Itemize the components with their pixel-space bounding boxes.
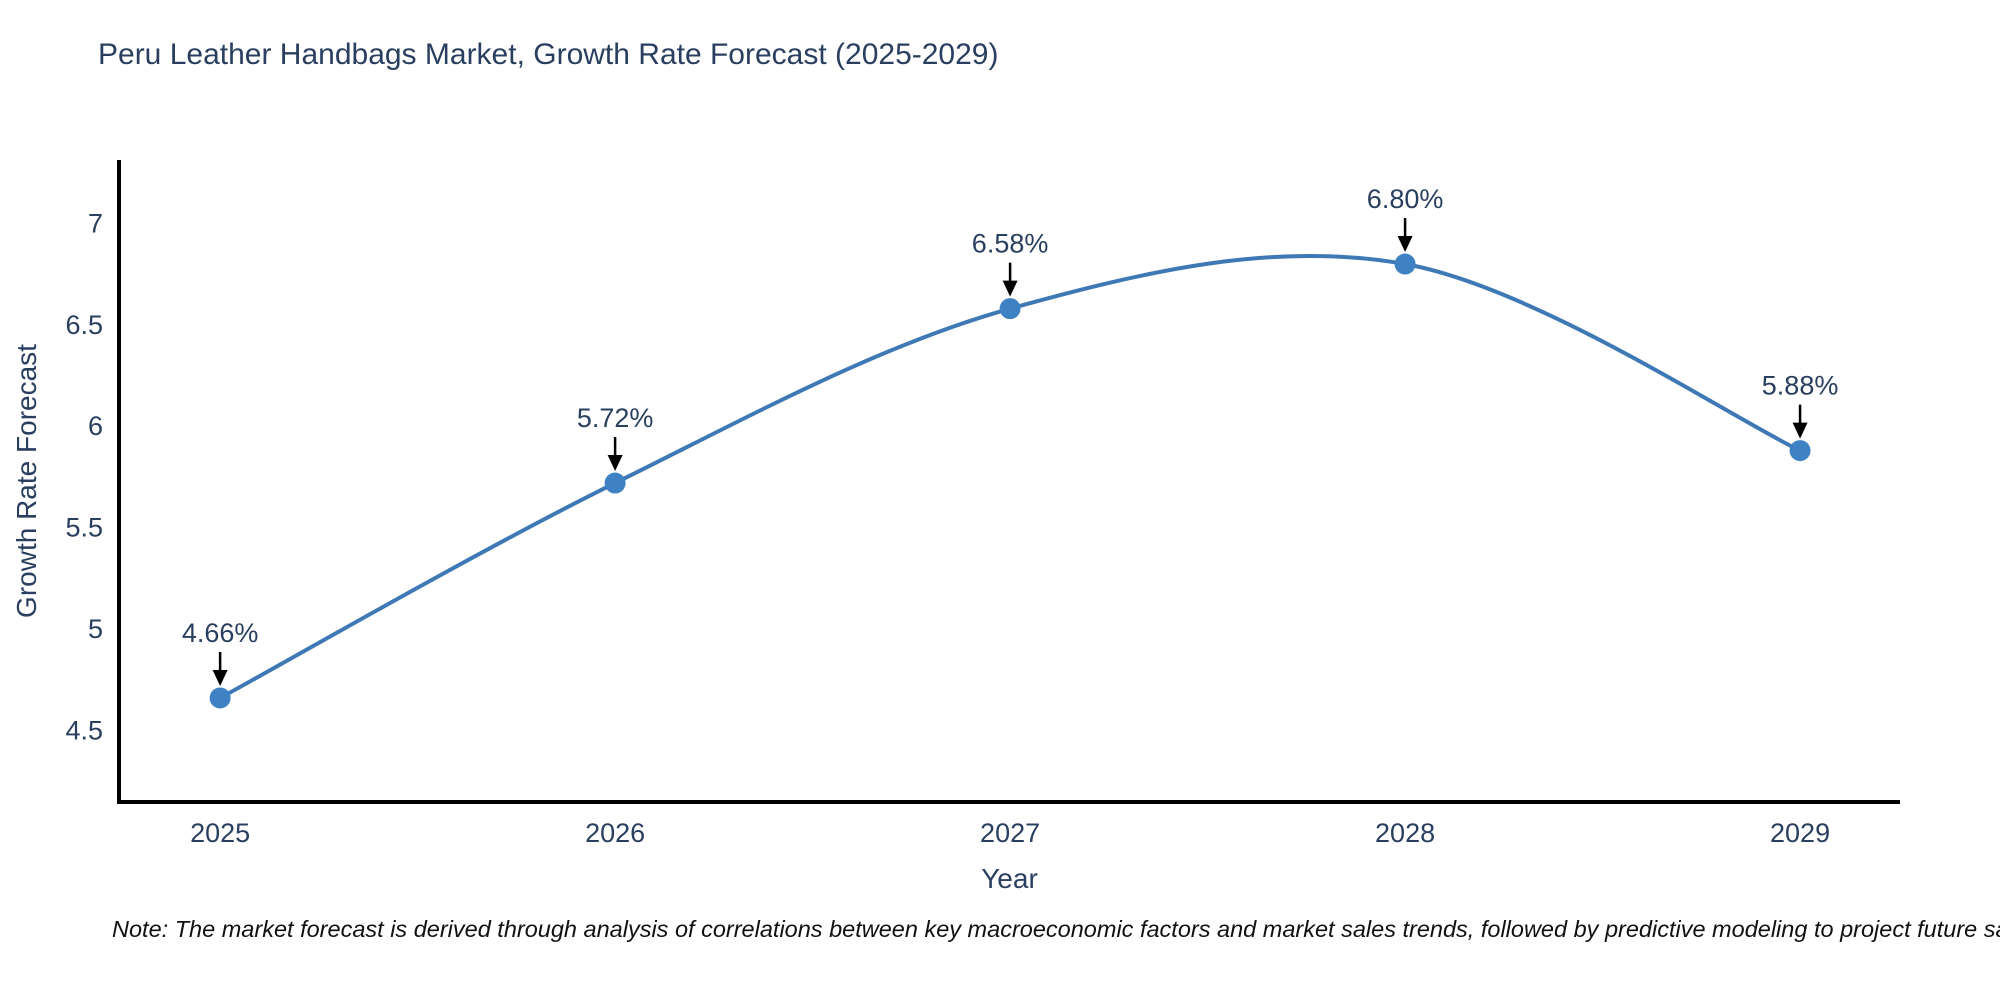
x-tick-label: 2027 (980, 818, 1040, 848)
y-tick-label: 5.5 (65, 513, 103, 543)
point-value-label: 6.58% (972, 229, 1049, 259)
x-axis-title: Year (981, 863, 1038, 894)
y-tick-label: 6 (88, 411, 103, 441)
annotation-arrowhead (212, 669, 228, 686)
y-tick-label: 6.5 (65, 310, 103, 340)
annotation-arrowhead (607, 455, 623, 472)
y-tick-label: 7 (88, 208, 103, 238)
point-value-label: 6.80% (1367, 184, 1444, 214)
data-point (604, 472, 626, 494)
annotation-arrowhead (1002, 280, 1018, 297)
x-tick-label: 2029 (1770, 818, 1830, 848)
x-tick-label: 2028 (1375, 818, 1435, 848)
data-point (1394, 253, 1416, 275)
data-point (209, 687, 231, 709)
annotation-arrowhead (1792, 422, 1808, 439)
growth-rate-forecast-line-chart: 4.5 5 5.5 6 6.5 7 2025 2026 2027 2028 2029 Year Grow… (11, 160, 1900, 894)
chart-title: Peru Leather Handbags Market, Growth Rat… (98, 38, 999, 71)
point-value-label: 5.72% (577, 403, 654, 433)
data-point (999, 298, 1021, 320)
footnote: Note: The market forecast is derived thr… (112, 916, 2000, 942)
x-tick-label: 2026 (585, 818, 645, 848)
data-point (1789, 440, 1811, 462)
y-tick-label: 5 (88, 614, 103, 644)
x-tick-label: 2025 (190, 818, 250, 848)
y-axis-title: Growth Rate Forecast (11, 344, 42, 618)
series-line (218, 253, 1803, 700)
point-value-label: 5.88% (1762, 371, 1839, 401)
point-value-label: 4.66% (182, 618, 259, 648)
annotation-arrowhead (1397, 236, 1413, 253)
y-tick-label: 4.5 (65, 715, 103, 745)
